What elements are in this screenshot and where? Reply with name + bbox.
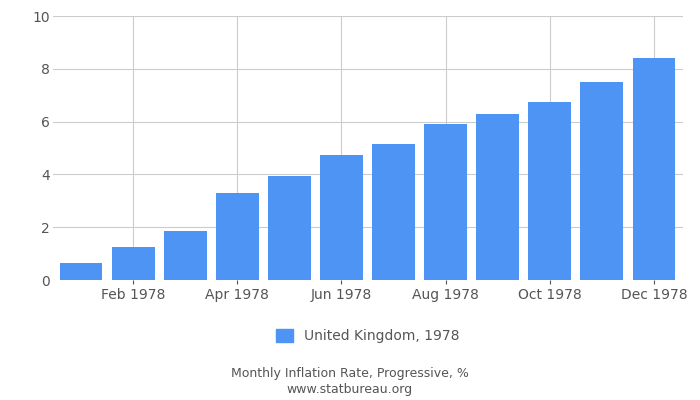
Bar [320, 154, 363, 280]
Bar [164, 231, 206, 280]
Bar [372, 144, 415, 280]
Text: Monthly Inflation Rate, Progressive, %: Monthly Inflation Rate, Progressive, % [231, 368, 469, 380]
Bar [476, 114, 519, 280]
Bar [60, 263, 102, 280]
Bar [580, 82, 623, 280]
Bar [216, 193, 259, 280]
Text: www.statbureau.org: www.statbureau.org [287, 384, 413, 396]
Legend: United Kingdom, 1978: United Kingdom, 1978 [276, 329, 459, 343]
Bar [424, 124, 467, 280]
Bar [528, 102, 571, 280]
Bar [112, 247, 155, 280]
Bar [268, 176, 311, 280]
Bar [633, 58, 676, 280]
